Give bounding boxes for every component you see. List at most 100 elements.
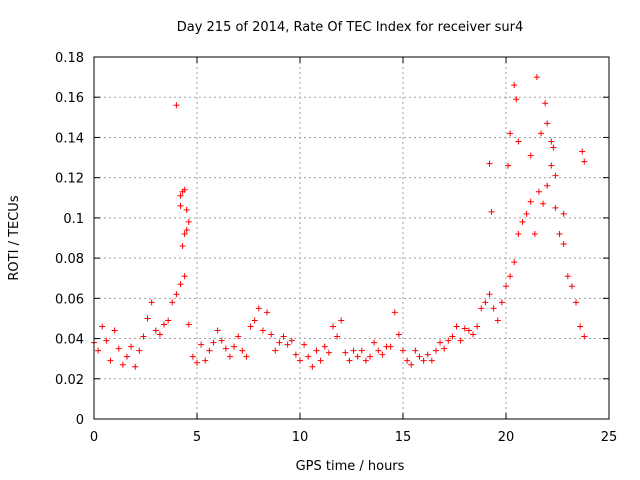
data-point [550,144,557,151]
data-point [165,317,172,324]
y-tick-label: 0.08 [55,252,84,267]
data-point [309,363,316,370]
data-point [416,353,423,360]
data-point [119,361,126,368]
data-point [235,333,242,340]
data-point [177,281,184,288]
data-point [482,299,489,306]
data-point [103,337,110,344]
data-point [140,333,147,340]
data-point [404,357,411,364]
data-point [148,299,155,306]
data-point [136,347,143,354]
data-point [255,305,262,312]
data-point [507,273,514,280]
data-point [181,186,188,193]
data-point [189,353,196,360]
data-point [505,162,512,169]
data-point [400,347,406,354]
data-point [445,337,452,344]
chart-title: Day 215 of 2014, Rate Of TEC Index for r… [177,20,524,35]
data-point [474,323,481,330]
data-point [523,210,530,217]
data-point [371,339,378,346]
data-point [544,182,551,189]
data-point [346,357,353,364]
data-point [488,208,495,215]
data-point [470,331,477,338]
y-tick-label: 0.16 [55,91,84,106]
x-tick-label: 25 [601,430,618,445]
data-point [251,317,258,324]
y-tick-label: 0.18 [55,51,84,66]
data-point [123,353,130,360]
data-point [358,347,365,354]
data-point [161,321,168,328]
data-point [202,357,209,364]
data-point [115,345,122,352]
data-point [519,218,526,225]
data-point [179,243,186,250]
data-point [412,347,419,354]
data-point [533,74,540,81]
data-point [144,315,151,322]
data-point [457,337,464,344]
data-point [169,299,176,306]
data-point [325,349,332,356]
data-point [173,102,180,109]
data-point [362,357,369,364]
data-point [577,323,584,330]
data-point [568,283,575,290]
data-point [95,347,102,354]
y-tick-label: 0 [76,413,84,428]
x-tick-label: 0 [90,430,98,445]
data-point [465,327,472,334]
data-point [247,323,254,330]
data-point [573,299,580,306]
data-point [259,327,266,334]
data-point [338,317,345,324]
data-point [210,339,217,346]
data-point [478,305,485,312]
data-point [453,323,460,330]
data-point [507,130,514,137]
data-point [498,299,505,306]
data-point [494,317,501,324]
data-point [329,323,336,330]
y-axis-label: ROTI / TECUs [7,195,22,280]
data-point [288,337,295,344]
data-point [128,343,135,350]
data-point [132,363,139,370]
data-point [334,333,341,340]
data-point [194,359,200,366]
data-point [408,361,415,368]
data-point [218,337,225,344]
data-point [305,353,312,360]
data-point [548,162,555,169]
data-point [239,347,246,354]
data-point [173,291,180,298]
y-tick-label: 0.02 [55,373,84,388]
data-point [490,305,497,312]
data-point [264,309,271,316]
data-point [156,331,163,338]
data-point [486,160,493,167]
data-point [272,347,279,354]
y-tick-label: 0.04 [55,333,84,348]
data-point [527,152,534,159]
x-tick-label: 10 [292,430,309,445]
plot-frame [93,56,610,420]
data-point [387,343,394,350]
data-point [183,226,190,233]
data-point [552,204,559,211]
data-point [515,138,522,145]
data-point [214,327,221,334]
data-point [538,130,545,137]
y-tick-label: 0.06 [55,292,84,307]
data-point [206,347,213,354]
data-point [552,172,559,179]
data-point [581,333,588,340]
data-point [297,357,303,364]
data-point [441,345,448,352]
